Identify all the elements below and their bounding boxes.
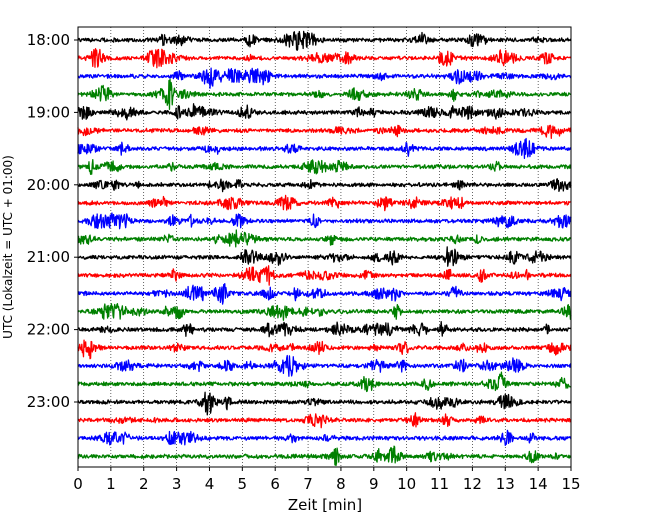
trace-19-30 [77, 137, 572, 159]
y-tick-label: 18:00 [27, 31, 70, 49]
trace-21-30 [77, 283, 572, 305]
axis-ticks: 0 1 2 3 4 5 6 7 8 9 10 11 12 13 14 1518:0019:0020:0021:… [27, 31, 581, 493]
trace-22-45 [77, 371, 572, 393]
trace-23-00 [77, 391, 572, 416]
trace-21-15 [77, 265, 572, 286]
trace-18-15 [77, 47, 572, 69]
trace-19-45 [77, 159, 572, 175]
x-tick-label: 11 [430, 475, 449, 493]
trace-20-45 [77, 229, 572, 248]
x-tick-label: 14 [529, 475, 548, 493]
x-tick-label: 6 [270, 475, 280, 493]
y-axis-label: UTC (Lokalzeit = UTC + 01:00) [1, 155, 15, 339]
trace-19-15 [77, 124, 572, 139]
seismogram-traces [77, 30, 572, 467]
trace-23-45 [77, 445, 572, 467]
x-tick-label: 10 [397, 475, 416, 493]
trace-18-45 [77, 78, 572, 110]
x-tick-label: 4 [205, 475, 215, 493]
x-tick-label: 1 [106, 475, 116, 493]
x-tick-label: 2 [139, 475, 149, 493]
trace-18-30 [77, 67, 572, 89]
trace-21-00 [77, 246, 572, 267]
trace-22-30 [77, 354, 572, 377]
y-tick-label: 23:00 [27, 393, 70, 411]
y-tick-label: 22:00 [27, 321, 70, 339]
y-tick-label: 20:00 [27, 176, 70, 194]
x-tick-label: 13 [496, 475, 515, 493]
trace-22-00 [77, 320, 572, 338]
trace-20-00 [77, 178, 572, 193]
x-tick-label: 9 [369, 475, 379, 493]
x-tick-label: 8 [336, 475, 346, 493]
trace-19-00 [77, 103, 572, 121]
x-tick-label: 7 [303, 475, 313, 493]
x-tick-label: 15 [561, 475, 580, 493]
x-tick-label: 0 [73, 475, 83, 493]
y-tick-label: 19:00 [27, 103, 70, 121]
x-tick-label: 3 [172, 475, 182, 493]
trace-20-15 [77, 194, 572, 212]
x-axis-label: Zeit [min] [288, 496, 362, 514]
trace-20-30 [77, 212, 572, 230]
trace-18-00 [77, 30, 572, 51]
y-tick-label: 21:00 [27, 248, 70, 266]
trace-23-15 [77, 412, 572, 429]
x-tick-label: 5 [238, 475, 248, 493]
trace-22-15 [77, 339, 572, 360]
x-tick-label: 12 [463, 475, 482, 493]
trace-21-45 [77, 303, 572, 321]
plot-frame [77, 26, 572, 468]
trace-23-30 [77, 429, 572, 446]
